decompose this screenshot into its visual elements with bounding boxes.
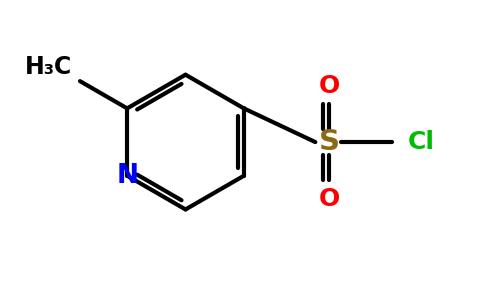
Text: H₃C: H₃C: [25, 55, 72, 79]
Text: N: N: [116, 163, 138, 189]
Text: O: O: [318, 74, 340, 98]
Text: O: O: [318, 187, 340, 211]
Text: Cl: Cl: [408, 130, 435, 154]
Text: S: S: [318, 128, 340, 156]
